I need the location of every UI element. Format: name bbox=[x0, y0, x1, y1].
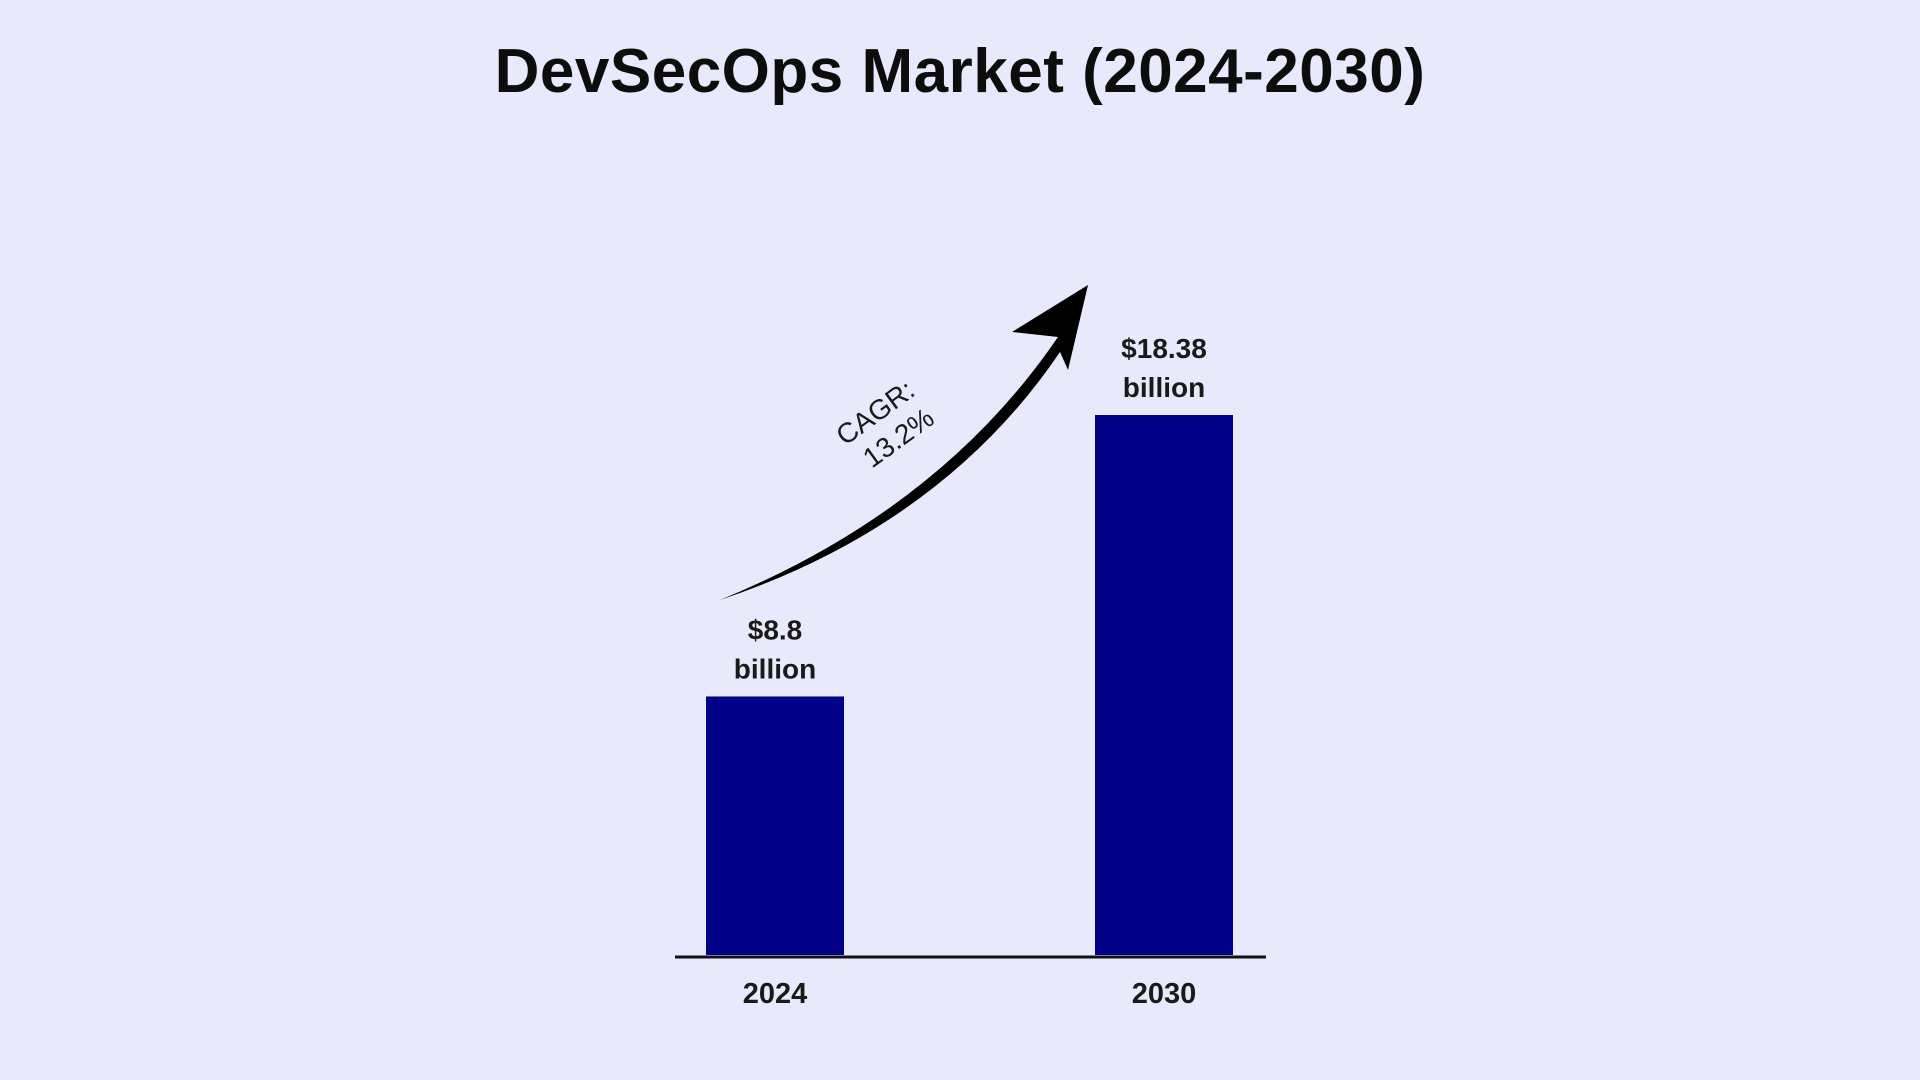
cagr-arrow bbox=[720, 285, 1088, 600]
bar-2030 bbox=[1095, 415, 1233, 955]
cagr-label: CAGR: 13.2% bbox=[830, 369, 946, 478]
x-tick-label-2024: 2024 bbox=[743, 978, 808, 1010]
chart-title: DevSecOps Market (2024-2030) bbox=[494, 37, 1426, 106]
data-label-2030-line-1: $18.38 bbox=[1121, 333, 1207, 364]
data-label-2030-line-2: billion bbox=[1123, 372, 1205, 403]
bars-layer bbox=[706, 415, 1233, 955]
cagr-annotation: CAGR: 13.2% bbox=[720, 285, 1088, 600]
data-label-2024-line-2: billion bbox=[734, 653, 816, 684]
labels-layer: $8.8 billion 2024 $18.38 billion 2030 bbox=[734, 333, 1207, 1010]
bar-2024 bbox=[706, 696, 844, 955]
data-label-2024-line-1: $8.8 bbox=[748, 614, 803, 645]
x-tick-label-2030: 2030 bbox=[1132, 978, 1197, 1010]
